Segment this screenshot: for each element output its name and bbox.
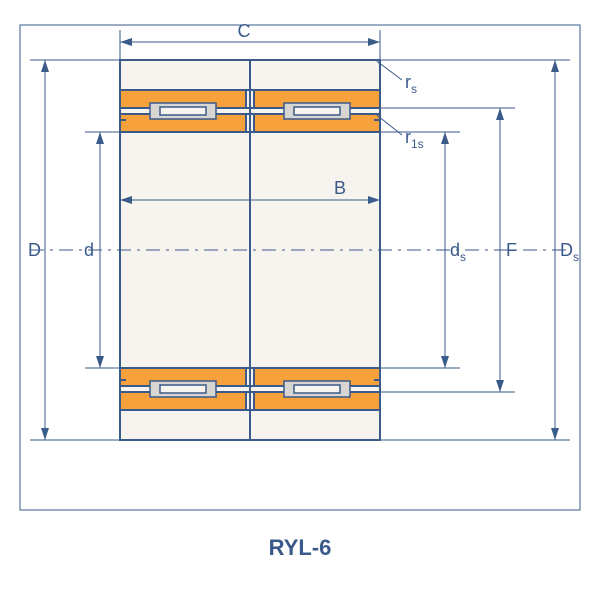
label-F: F xyxy=(506,240,517,260)
roller-top-right xyxy=(284,103,350,119)
label-D: D xyxy=(28,240,41,260)
roller-bottom-right xyxy=(284,381,350,397)
label-ds: ds xyxy=(450,240,466,264)
label-r1s: r1s xyxy=(405,127,424,151)
diagram-title: RYL-6 xyxy=(269,535,332,560)
label-B: B xyxy=(334,178,346,198)
label-d: d xyxy=(84,240,94,260)
bearing-diagram: D d C B rs r1s ds F Ds RYL-6 xyxy=(0,0,600,600)
label-Ds: Ds xyxy=(560,240,579,264)
label-C: C xyxy=(238,21,251,41)
roller-bottom-left xyxy=(150,381,216,397)
roller-top-left xyxy=(150,103,216,119)
label-rs: rs xyxy=(405,72,417,96)
